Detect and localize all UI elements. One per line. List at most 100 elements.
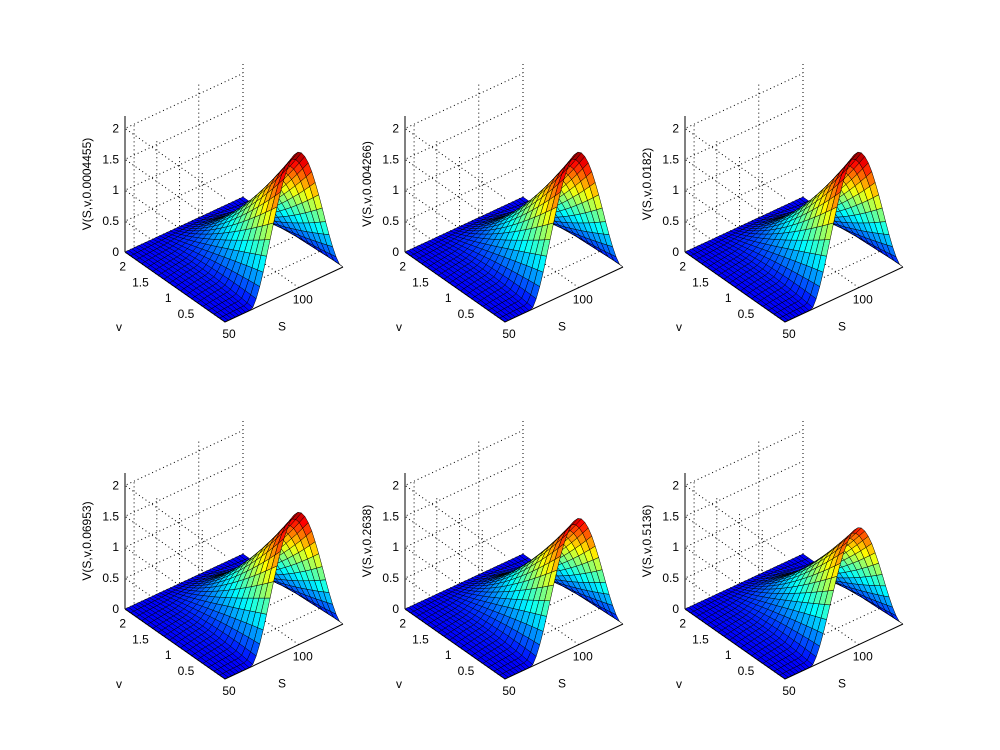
grid-line xyxy=(404,429,524,556)
grid-line xyxy=(758,574,860,646)
grid-line xyxy=(124,72,244,199)
y-axis-label: v xyxy=(676,677,682,691)
grid-line xyxy=(684,103,804,230)
z-tick-label: 1 xyxy=(672,540,679,554)
z-axis-label: V(S,v,0.06953) xyxy=(80,501,94,580)
z-tick-label: 2 xyxy=(672,121,679,135)
grid-line xyxy=(124,460,244,587)
x-axis-line xyxy=(224,266,344,323)
grid-line xyxy=(482,250,601,307)
z-tick-label: 0 xyxy=(672,602,679,616)
y-tick-label: 1 xyxy=(165,648,172,662)
y-tick-label: 1.5 xyxy=(692,275,709,289)
z-tick-label: 0 xyxy=(112,602,119,616)
grid-line xyxy=(684,460,804,587)
x-axis-line xyxy=(784,266,904,323)
y-tick-label: 0.5 xyxy=(458,307,475,321)
z-tick-label: 1.5 xyxy=(102,152,119,166)
y-tick-label: 1.5 xyxy=(132,275,149,289)
surface-panel-4: 0 0.5 1 1.5 2 0.5 1 1.5 2 50 100 Sv V(S,v,0.06953) xyxy=(80,418,344,698)
grid-line xyxy=(459,591,578,648)
grid-line xyxy=(478,217,580,289)
y-axis-line xyxy=(404,251,506,323)
grid-line xyxy=(404,103,524,230)
z-axis-label: V(S,v,0.2638) xyxy=(360,505,374,577)
grid-line xyxy=(124,429,244,556)
grid-line xyxy=(124,103,244,230)
y-tick-label: 0.5 xyxy=(738,664,755,678)
grid-line xyxy=(202,607,321,664)
z-tick-label: 2 xyxy=(112,478,119,492)
surface-panel-2: 0 0.5 1 1.5 2 0.5 1 1.5 2 50 100 Sv V(S,v,0.004266) xyxy=(360,61,624,341)
y-tick-label: 1 xyxy=(725,291,732,305)
grid-line xyxy=(482,607,601,664)
grid-line xyxy=(739,234,858,291)
grid-line xyxy=(198,574,300,646)
x-axis-label: S xyxy=(278,677,286,691)
grid-line xyxy=(459,234,578,291)
y-tick-label: 2 xyxy=(119,616,126,630)
surface-panel-3: 0 0.5 1 1.5 2 0.5 1 1.5 2 50 100 Sv V(S,v,0.0182) xyxy=(640,61,904,341)
surface-panel-5: 0 0.5 1 1.5 2 0.5 1 1.5 2 50 100 Sv V(S,v,0.2638) xyxy=(360,418,624,698)
x-axis-label: S xyxy=(278,320,286,334)
x-axis-label: S xyxy=(838,677,846,691)
y-tick-label: 2 xyxy=(679,616,686,630)
z-tick-label: 1 xyxy=(112,183,119,197)
z-tick-label: 0.5 xyxy=(102,571,119,585)
x-tick-label: 50 xyxy=(502,684,516,698)
y-tick-label: 1.5 xyxy=(412,275,429,289)
z-tick-label: 2 xyxy=(672,478,679,492)
grid-line xyxy=(404,460,524,587)
y-tick-label: 0.5 xyxy=(738,307,755,321)
z-tick-label: 1 xyxy=(112,540,119,554)
z-tick-label: 0.5 xyxy=(662,214,679,228)
y-axis-line xyxy=(124,608,226,680)
z-tick-label: 0.5 xyxy=(382,214,399,228)
z-tick-label: 1 xyxy=(672,183,679,197)
grid-line xyxy=(684,429,804,556)
y-tick-label: 2 xyxy=(679,259,686,273)
z-tick-label: 2 xyxy=(112,121,119,135)
grid-line xyxy=(478,574,580,646)
y-axis-line xyxy=(684,608,786,680)
grid-line xyxy=(198,217,300,289)
x-axis-label: S xyxy=(558,677,566,691)
y-axis-label: v xyxy=(676,320,682,334)
grid-line xyxy=(739,591,858,648)
y-tick-label: 2 xyxy=(399,616,406,630)
x-tick-label: 50 xyxy=(782,684,796,698)
grid-line xyxy=(202,250,321,307)
x-tick-label: 100 xyxy=(853,293,873,307)
x-tick-label: 50 xyxy=(222,327,236,341)
x-tick-label: 50 xyxy=(782,327,796,341)
z-tick-label: 1.5 xyxy=(102,509,119,523)
x-tick-label: 100 xyxy=(573,650,593,664)
y-tick-label: 1 xyxy=(445,291,452,305)
x-axis-line xyxy=(224,623,344,680)
surface-panel-6: 0 0.5 1 1.5 2 0.5 1 1.5 2 50 100 Sv V(S,v,0.5136) xyxy=(640,418,904,698)
grid-line xyxy=(762,607,881,664)
y-tick-label: 1 xyxy=(445,648,452,662)
z-tick-label: 0 xyxy=(112,245,119,259)
x-axis-label: S xyxy=(558,320,566,334)
y-axis-label: v xyxy=(396,677,402,691)
z-tick-label: 1.5 xyxy=(382,509,399,523)
surface-cell xyxy=(893,260,904,268)
y-tick-label: 1 xyxy=(725,648,732,662)
grid-line xyxy=(684,72,804,199)
surface-cell xyxy=(893,617,904,625)
surface-cell xyxy=(333,260,344,268)
y-axis-line xyxy=(684,251,786,323)
x-axis-line xyxy=(504,266,624,323)
y-tick-label: 2 xyxy=(399,259,406,273)
y-tick-label: 1.5 xyxy=(692,632,709,646)
grid-line xyxy=(179,591,298,648)
grid-line xyxy=(758,217,860,289)
surface-cell xyxy=(333,617,344,625)
x-axis-label: S xyxy=(838,320,846,334)
x-tick-label: 100 xyxy=(853,650,873,664)
z-tick-label: 0 xyxy=(392,245,399,259)
z-tick-label: 0.5 xyxy=(102,214,119,228)
z-tick-label: 0.5 xyxy=(662,571,679,585)
